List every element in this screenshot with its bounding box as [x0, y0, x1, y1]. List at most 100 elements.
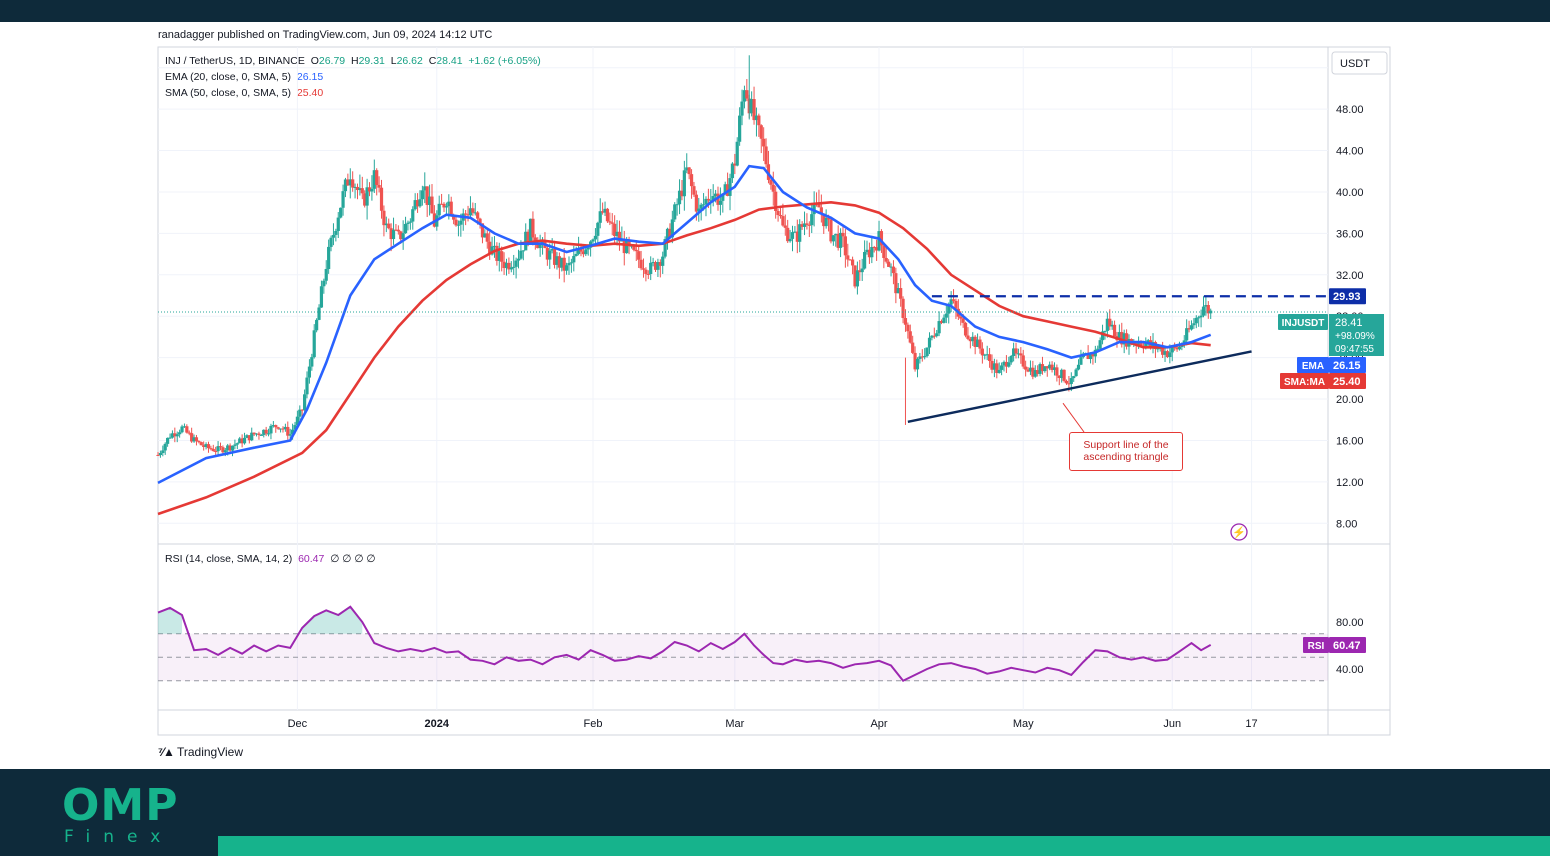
- candle-body: [723, 184, 727, 194]
- candle-body: [245, 435, 249, 438]
- annotation-pointer: [1062, 402, 1085, 433]
- tradingview-logo-icon: ⁷⁄▲: [158, 745, 175, 759]
- candle-body: [802, 223, 807, 227]
- candle-body: [528, 218, 533, 243]
- candle-body: [403, 223, 408, 234]
- candle-body: [1040, 364, 1045, 372]
- tradingview-footer[interactable]: ⁷⁄▲ TradingView: [158, 745, 244, 759]
- candle-body: [283, 426, 287, 430]
- candle-body: [738, 115, 742, 142]
- candle-body: [716, 193, 720, 205]
- candle-body: [1067, 383, 1071, 385]
- candle-body: [492, 245, 497, 247]
- candle-body: [252, 432, 256, 435]
- candle-body: [187, 432, 191, 434]
- candle-body: [346, 179, 350, 186]
- candle-body: [569, 262, 573, 264]
- time-tick-label: Dec: [288, 718, 308, 730]
- candle-body: [449, 201, 453, 216]
- candle-body: [452, 215, 456, 220]
- candle-body: [726, 184, 730, 196]
- candle-body: [281, 428, 285, 430]
- candle-body: [300, 409, 304, 411]
- candle-body: [1002, 361, 1006, 366]
- candle-body: [884, 257, 888, 262]
- resistance-tag-bg: [1329, 288, 1366, 305]
- candle-body: [1112, 324, 1117, 337]
- candle-body: [228, 445, 232, 451]
- sma-legend[interactable]: SMA (50, close, 0, SMA, 5) 25.40: [165, 87, 324, 99]
- candle-body: [420, 190, 424, 200]
- candle-body: [788, 238, 792, 242]
- candle-body: [601, 211, 605, 213]
- candle-body: [855, 270, 859, 287]
- lightning-icon: [1230, 523, 1248, 541]
- candle-body: [975, 339, 980, 347]
- candle-body: [730, 163, 735, 179]
- candle-body: [752, 99, 756, 121]
- candle-body: [223, 450, 227, 453]
- brand-strip: [218, 836, 1550, 856]
- rsi-legend[interactable]: RSI (14, close, SMA, 14, 2) 60.47 ∅ ∅ ∅ …: [165, 553, 376, 565]
- candle-body: [586, 247, 590, 250]
- candle-body: [206, 444, 211, 449]
- candle-body: [1209, 310, 1213, 314]
- candle-body: [262, 429, 266, 435]
- candle-body: [985, 354, 989, 356]
- candle-body: [894, 273, 898, 294]
- candle-body: [286, 426, 290, 436]
- candle-body: [238, 438, 242, 444]
- candle-body: [211, 448, 215, 452]
- candle-body: [649, 262, 653, 274]
- candle-body: [1158, 347, 1162, 349]
- price-tick-label: 52.00: [1336, 63, 1364, 75]
- candle-body: [1124, 333, 1129, 347]
- price-tick-label: 20.00: [1336, 394, 1364, 406]
- candle-body: [1014, 348, 1018, 354]
- candle-body: [1197, 317, 1201, 319]
- candle-body: [533, 237, 537, 244]
- candle-body: [519, 250, 523, 259]
- candle-body: [913, 352, 917, 370]
- candle-body: [464, 213, 468, 215]
- candle-body: [1122, 333, 1126, 345]
- candle-body: [819, 207, 823, 214]
- candle-body: [634, 249, 638, 252]
- candle-body: [927, 337, 932, 348]
- candle-body: [1165, 351, 1170, 358]
- candle-body: [1016, 353, 1021, 355]
- candle-body: [375, 170, 379, 185]
- candle-body: [598, 211, 602, 223]
- candle-body: [331, 234, 336, 238]
- candle-body: [889, 266, 893, 268]
- candle-body: [1149, 340, 1153, 347]
- candle-body: [617, 231, 622, 242]
- symbol-name[interactable]: INJ / TetherUS, 1D, BINANCE: [165, 55, 305, 67]
- candle-body: [721, 193, 725, 201]
- rsi-tick-label: 80.00: [1336, 617, 1364, 629]
- candle-body: [367, 187, 372, 192]
- publisher-line: ranadagger published on TradingView.com,…: [158, 29, 493, 41]
- candle-body: [947, 304, 951, 314]
- candle-body: [1103, 330, 1107, 332]
- candle-body: [675, 204, 679, 206]
- candle-body: [1012, 348, 1016, 356]
- candle-body: [740, 101, 744, 116]
- candle-body: [512, 266, 516, 268]
- candle-body: [235, 443, 239, 445]
- candle-body: [637, 251, 641, 260]
- candle-body: [971, 336, 975, 342]
- candle-body: [440, 203, 444, 205]
- candle-body: [1021, 355, 1025, 367]
- ema-legend[interactable]: EMA (20, close, 0, SMA, 5) 26.15: [165, 71, 324, 83]
- candle-body: [423, 186, 427, 191]
- candle-body: [327, 246, 331, 270]
- candle-body: [1170, 346, 1174, 353]
- candle-body: [968, 338, 972, 342]
- candle-body: [644, 269, 648, 274]
- candle-body: [745, 90, 749, 99]
- candle-body: [526, 231, 530, 243]
- candle-body: [1137, 343, 1141, 346]
- candle-body: [589, 241, 593, 248]
